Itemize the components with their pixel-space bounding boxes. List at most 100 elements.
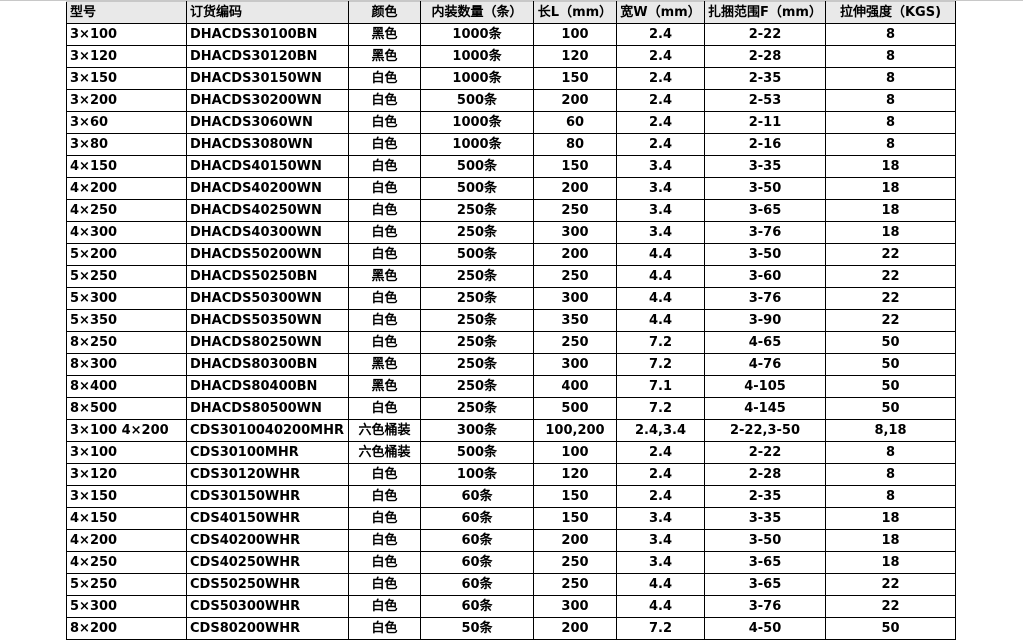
cell-order-code: DHACDS30100BN [186,23,349,46]
cell-length: 200 [533,529,617,552]
cell-model: 5×200 [66,243,187,266]
cell-color: 白色 [348,221,421,244]
cell-order-code: DHACDS3060WN [186,111,349,134]
cell-tensile-strength: 18 [825,221,956,244]
cell-quantity: 250条 [420,265,534,288]
cell-order-code: DHACDS30150WN [186,67,349,90]
cell-quantity: 500条 [420,155,534,178]
cell-quantity: 250条 [420,331,534,354]
cell-bundle-range: 2-22,3-50 [704,419,826,442]
cell-tensile-strength: 50 [825,353,956,376]
cell-color: 六色桶装 [348,441,421,464]
table-row: 5×300 CDS50300WHR 白色 60条 300 4.4 3-76 22 [66,595,956,618]
cell-color: 黑色 [348,45,421,68]
header-length: 长L（mm） [533,1,617,24]
cell-quantity: 250条 [420,353,534,376]
cell-length: 350 [533,309,617,332]
cell-model: 4×150 [66,507,187,530]
table-row: 8×400 DHACDS80400BN 黑色 250条 400 7.1 4-105 50 [66,375,956,398]
table-row: 4×250 CDS40250WHR 白色 60条 250 3.4 3-65 18 [66,551,956,574]
cell-width: 4.4 [616,573,705,596]
cell-color: 白色 [348,551,421,574]
cell-order-code: DHACDS80300BN [186,353,349,376]
cell-length: 300 [533,353,617,376]
cell-length: 150 [533,485,617,508]
cell-length: 300 [533,221,617,244]
cell-bundle-range: 3-50 [704,529,826,552]
table-row: 4×200 CDS40200WHR 白色 60条 200 3.4 3-50 18 [66,529,956,552]
table-row: 5×300 DHACDS50300WN 白色 250条 300 4.4 3-76 22 [66,287,956,310]
cell-bundle-range: 2-16 [704,133,826,156]
cell-length: 100 [533,23,617,46]
cell-width: 3.4 [616,177,705,200]
cell-length: 500 [533,397,617,420]
table-row: 8×250 DHACDS80250WN 白色 250条 250 7.2 4-65 50 [66,331,956,354]
cell-bundle-range: 3-76 [704,221,826,244]
cell-length: 200 [533,177,617,200]
cell-width: 4.4 [616,287,705,310]
cell-color: 黑色 [348,375,421,398]
cell-length: 60 [533,111,617,134]
cell-length: 80 [533,133,617,156]
cell-quantity: 500条 [420,243,534,266]
cell-model: 5×250 [66,573,187,596]
table-row: 4×150 CDS40150WHR 白色 60条 150 3.4 3-35 18 [66,507,956,530]
cell-tensile-strength: 18 [825,177,956,200]
header-order-code: 订货编码 [186,1,349,24]
cell-width: 2.4 [616,441,705,464]
table-row: 3×100 DHACDS30100BN 黑色 1000条 100 2.4 2-22 8 [66,23,956,46]
cell-length: 300 [533,287,617,310]
header-width: 宽W（mm） [616,1,705,24]
cell-color: 白色 [348,287,421,310]
cell-model: 5×300 [66,287,187,310]
cell-model: 3×80 [66,133,187,156]
cell-quantity: 60条 [420,507,534,530]
cell-model: 8×200 [66,617,187,640]
cell-order-code: CDS3010040200MHR [186,419,349,442]
table-row: 3×200 DHACDS30200WN 白色 500条 200 2.4 2-53 8 [66,89,956,112]
cell-tensile-strength: 22 [825,595,956,618]
cell-bundle-range: 3-65 [704,551,826,574]
table-row: 3×100 CDS30100MHR 六色桶装 500条 100 2.4 2-22 8 [66,441,956,464]
cell-length: 120 [533,45,617,68]
cell-bundle-range: 2-35 [704,485,826,508]
header-color: 颜色 [348,1,421,24]
table-row: 4×150 DHACDS40150WN 白色 500条 150 3.4 3-35 18 [66,155,956,178]
cell-color: 白色 [348,309,421,332]
cell-bundle-range: 3-65 [704,573,826,596]
cell-tensile-strength: 22 [825,573,956,596]
table-row: 3×150 CDS30150WHR 白色 60条 150 2.4 2-35 8 [66,485,956,508]
cell-quantity: 60条 [420,595,534,618]
cell-width: 3.4 [616,221,705,244]
table-row: 3×120 DHACDS30120BN 黑色 1000条 120 2.4 2-28 8 [66,45,956,68]
cell-order-code: DHACDS3080WN [186,133,349,156]
cell-model: 8×400 [66,375,187,398]
cell-width: 2.4 [616,89,705,112]
cell-quantity: 250条 [420,199,534,222]
cell-width: 7.2 [616,353,705,376]
table-row: 3×150 DHACDS30150WN 白色 1000条 150 2.4 2-35 8 [66,67,956,90]
table-row: 5×250 CDS50250WHR 白色 60条 250 4.4 3-65 22 [66,573,956,596]
cell-width: 7.2 [616,617,705,640]
cell-bundle-range: 3-90 [704,309,826,332]
table-row: 3×100 4×200 CDS3010040200MHR 六色桶装 300条 100,2… [66,419,956,442]
cell-order-code: DHACDS80250WN [186,331,349,354]
cell-order-code: CDS30120WHR [186,463,349,486]
table-row: 3×60 DHACDS3060WN 白色 1000条 60 2.4 2-11 8 [66,111,956,134]
cell-bundle-range: 3-50 [704,243,826,266]
cell-color: 黑色 [348,353,421,376]
cell-length: 250 [533,551,617,574]
cell-order-code: DHACDS50200WN [186,243,349,266]
cell-quantity: 60条 [420,529,534,552]
cell-tensile-strength: 8 [825,67,956,90]
cell-bundle-range: 4-76 [704,353,826,376]
cell-color: 白色 [348,243,421,266]
cell-order-code: CDS50300WHR [186,595,349,618]
cell-quantity: 50条 [420,617,534,640]
cell-color: 白色 [348,111,421,134]
cell-tensile-strength: 18 [825,529,956,552]
cell-quantity: 100条 [420,463,534,486]
cell-quantity: 250条 [420,397,534,420]
cell-bundle-range: 2-35 [704,67,826,90]
cell-order-code: DHACDS30120BN [186,45,349,68]
